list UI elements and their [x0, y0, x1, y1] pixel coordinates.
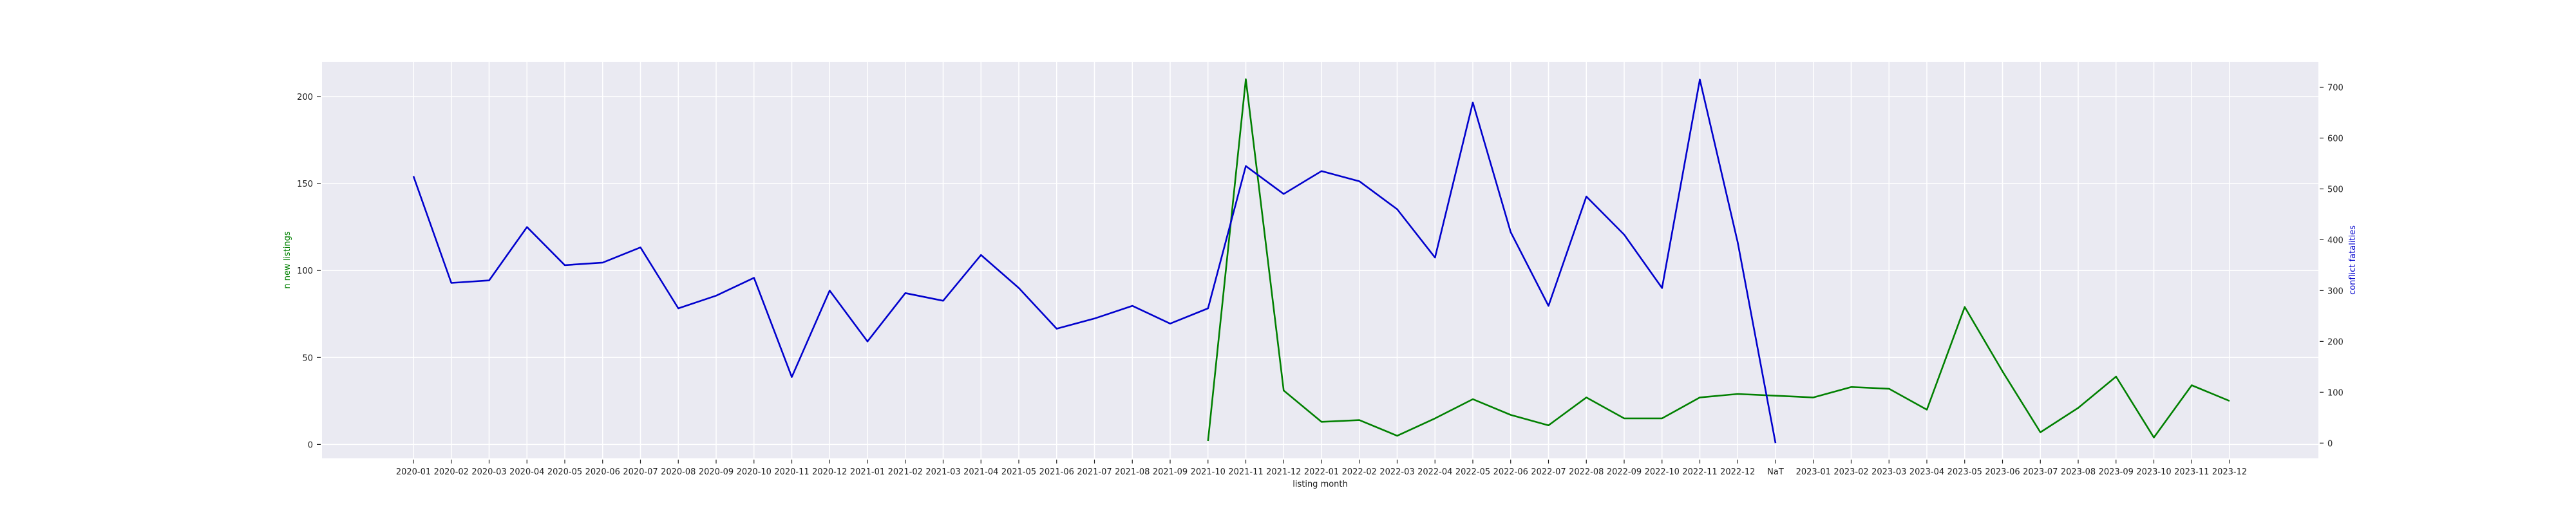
x-tick-label: 2020-06: [585, 467, 620, 477]
x-tick-label: 2023-07: [2023, 467, 2058, 477]
x-tick-label: 2022-07: [1531, 467, 1566, 477]
x-tick-label: 2021-01: [850, 467, 885, 477]
x-tick-label: 2021-07: [1077, 467, 1112, 477]
x-tick-label: 2020-01: [396, 467, 431, 477]
left-y-axis-label: n new listings: [283, 231, 292, 289]
right-y-tick-label: 400: [2327, 236, 2344, 245]
x-tick-label: 2020-03: [471, 467, 506, 477]
x-tick-label: 2021-08: [1115, 467, 1150, 477]
x-tick-label: 2022-08: [1569, 467, 1604, 477]
right-y-tick-label: 600: [2327, 134, 2344, 144]
x-tick-label: 2021-04: [963, 467, 998, 477]
right-y-tick-label: 100: [2327, 388, 2344, 398]
x-tick-label: 2023-12: [2212, 467, 2247, 477]
x-tick-label: 2023-02: [1833, 467, 1868, 477]
x-tick-label: 2022-06: [1493, 467, 1528, 477]
x-tick-label: 2021-10: [1191, 467, 1226, 477]
x-tick-label: 2023-10: [2136, 467, 2171, 477]
right-y-tick-label: 700: [2327, 83, 2344, 93]
x-tick-label: 2020-10: [737, 467, 772, 477]
x-tick-label: 2023-08: [2061, 467, 2096, 477]
x-tick-label: 2022-02: [1342, 467, 1377, 477]
right-y-axis-label: conflict fatalities: [2348, 225, 2358, 295]
x-tick-label: 2022-05: [1455, 467, 1490, 477]
x-tick-label: 2023-05: [1947, 467, 1982, 477]
x-tick-label: 2020-05: [547, 467, 582, 477]
x-tick-label: 2020-07: [623, 467, 658, 477]
left-y-tick-label: 100: [297, 267, 313, 276]
x-tick-label: 2021-05: [1001, 467, 1036, 477]
x-tick-label: 2022-04: [1417, 467, 1452, 477]
x-tick-label: NaT: [1767, 467, 1784, 477]
series-lines: [412, 78, 2230, 444]
x-tick-label: 2021-02: [888, 467, 923, 477]
x-tick-label: 2020-02: [434, 467, 469, 477]
x-tick-label: 2023-03: [1871, 467, 1906, 477]
x-tick-label: 2023-01: [1796, 467, 1831, 477]
left-y-tick-label: 150: [297, 180, 313, 189]
x-tick-label: 2021-12: [1266, 467, 1301, 477]
x-tick-label: 2022-10: [1645, 467, 1680, 477]
x-tick-label: 2022-09: [1607, 467, 1642, 477]
series-line-conflict-fatalities: [412, 79, 1777, 444]
left-y-tick-label: 0: [308, 440, 313, 450]
x-tick-label: 2023-11: [2174, 467, 2209, 477]
x-tick-label: 2020-04: [509, 467, 544, 477]
x-tick-label: 2021-03: [925, 467, 960, 477]
plot-area: [322, 62, 2318, 458]
series-line-n-new-listings: [1207, 78, 2230, 442]
x-tick-label: 2020-08: [661, 467, 696, 477]
x-tick-label: 2023-09: [2099, 467, 2134, 477]
x-tick-label: 2023-06: [1985, 467, 2020, 477]
x-tick-label: 2020-09: [699, 467, 734, 477]
right-y-tick-label: 200: [2327, 337, 2344, 347]
left-y-axis: 0 50 100 150 200: [297, 93, 321, 450]
x-tick-label: 2020-11: [774, 467, 809, 477]
left-y-tick-label: 200: [297, 93, 313, 102]
right-y-axis: 0 100 200 300 400 500 600 700: [2320, 83, 2344, 449]
x-axis-label: listing month: [1293, 480, 1348, 489]
x-tick-label: 2022-12: [1720, 467, 1755, 477]
x-tick-label: 2021-09: [1153, 467, 1188, 477]
x-tick-label: 2022-03: [1379, 467, 1414, 477]
x-tick-label: 2021-11: [1228, 467, 1263, 477]
x-tick-label: 2022-01: [1304, 467, 1339, 477]
right-y-tick-label: 0: [2327, 439, 2333, 449]
x-tick-label: 2021-06: [1039, 467, 1074, 477]
left-y-tick-label: 50: [302, 353, 313, 363]
gridlines: [322, 62, 2318, 458]
x-axis: 2020-01 2020-02 2020-03 2020-04 2020-05 2020-…: [396, 460, 2247, 477]
x-tick-label: 2020-12: [812, 467, 847, 477]
x-tick-label: 2023-04: [1909, 467, 1944, 477]
x-tick-label: 2022-11: [1682, 467, 1717, 477]
right-y-tick-label: 300: [2327, 286, 2344, 296]
right-y-tick-label: 500: [2327, 185, 2344, 194]
